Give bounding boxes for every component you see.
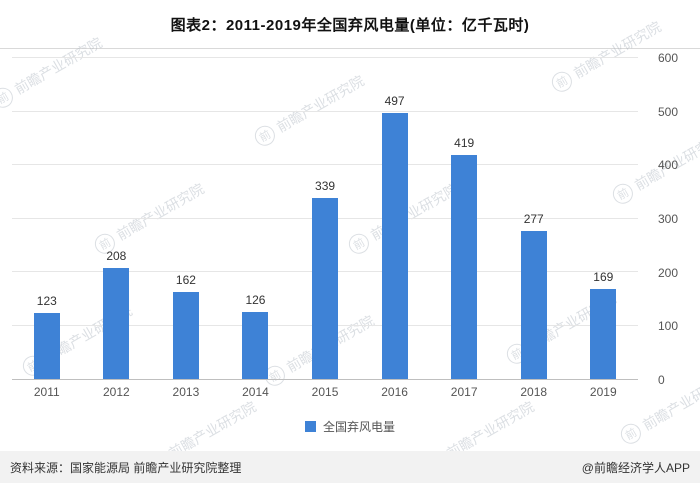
bar-value-label: 169 bbox=[593, 269, 614, 284]
title-divider bbox=[0, 48, 700, 49]
bar-cell: 162 bbox=[151, 58, 221, 379]
x-tick-label: 2014 bbox=[242, 385, 269, 399]
bars: 123 208 162 126 339 497 419 277 169 bbox=[12, 58, 638, 379]
x-tick-label: 2016 bbox=[381, 385, 408, 399]
bar bbox=[103, 267, 130, 379]
bar bbox=[520, 230, 547, 379]
bar-value-label: 339 bbox=[315, 178, 336, 193]
bar bbox=[242, 311, 269, 379]
bar-cell: 123 bbox=[12, 58, 82, 379]
credit-note: @前瞻经济学人APP bbox=[581, 460, 690, 475]
plot-area: 123 208 162 126 339 497 419 277 169 bbox=[12, 57, 638, 380]
y-tick-label: 300 bbox=[658, 212, 679, 226]
x-tick-label: 2017 bbox=[450, 385, 478, 399]
bar-cell: 419 bbox=[429, 58, 499, 379]
x-tick-label: 2018 bbox=[520, 385, 548, 399]
bar-value-label: 126 bbox=[245, 292, 266, 307]
x-tick-label: 2011 bbox=[33, 385, 60, 399]
bar bbox=[451, 154, 478, 379]
gridline bbox=[12, 57, 638, 58]
title-row: 图表2：2011-2019年全国弃风电量(单位：亿千瓦时) bbox=[0, 0, 700, 35]
x-tick-label: 2012 bbox=[102, 385, 130, 399]
source-note: 资料来源：国家能源局 前瞻产业研究院整理 bbox=[10, 460, 242, 475]
bar-cell: 339 bbox=[290, 58, 360, 379]
y-tick-label: 0 bbox=[658, 373, 665, 387]
legend-swatch bbox=[304, 421, 316, 432]
bar-value-label: 162 bbox=[175, 273, 196, 288]
bar bbox=[172, 292, 199, 379]
gridline bbox=[12, 164, 638, 165]
bar bbox=[381, 113, 408, 379]
bar-cell: 126 bbox=[221, 58, 291, 379]
bar-value-label: 277 bbox=[523, 211, 544, 226]
bar-value-label: 497 bbox=[384, 94, 405, 109]
chart-title: 图表2：2011-2019年全国弃风电量(单位：亿千瓦时) bbox=[170, 17, 530, 34]
bar-value-label: 419 bbox=[454, 135, 475, 150]
bar-cell: 277 bbox=[499, 58, 569, 379]
bar bbox=[33, 313, 60, 379]
legend-label: 全国弃风电量 bbox=[322, 420, 395, 434]
bar-cell: 169 bbox=[569, 58, 639, 379]
y-tick-label: 200 bbox=[658, 265, 679, 280]
bar-value-label: 208 bbox=[106, 248, 127, 263]
bar bbox=[590, 288, 617, 379]
y-tick-label: 500 bbox=[658, 104, 679, 119]
y-axis: 0 100 200 300 400 500 600 bbox=[642, 51, 694, 387]
bar-cell: 208 bbox=[82, 58, 152, 379]
x-axis: 2011 2012 2013 2014 2015 2016 2017 2018 2019 bbox=[12, 385, 638, 399]
bar-cell: 497 bbox=[360, 58, 430, 379]
legend: 全国弃风电量 bbox=[0, 418, 700, 435]
bar-value-label: 123 bbox=[36, 294, 57, 309]
y-tick-label: 400 bbox=[658, 158, 679, 173]
x-tick-label: 2019 bbox=[589, 385, 617, 399]
gridline bbox=[12, 110, 638, 112]
x-tick-label: 2013 bbox=[172, 385, 200, 399]
bar bbox=[312, 197, 339, 379]
y-tick-label: 100 bbox=[658, 319, 679, 334]
x-tick-label: 2015 bbox=[311, 385, 339, 399]
y-tick-label: 600 bbox=[658, 51, 679, 65]
footer: 资料来源：国家能源局 前瞻产业研究院整理 @前瞻经济学人APP bbox=[0, 451, 700, 483]
